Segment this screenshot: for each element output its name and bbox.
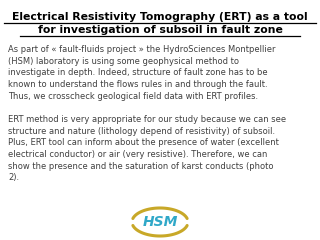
Text: Electrical Resistivity Tomography (ERT) as a tool: Electrical Resistivity Tomography (ERT) … bbox=[12, 12, 308, 22]
Text: As part of « fault-fluids project » the HydroSciences Montpellier
(HSM) laborato: As part of « fault-fluids project » the … bbox=[8, 45, 276, 101]
Text: for investigation of subsoil in fault zone: for investigation of subsoil in fault zo… bbox=[37, 25, 283, 35]
Text: ERT method is very appropriate for our study because we can see
structure and na: ERT method is very appropriate for our s… bbox=[8, 115, 286, 182]
Text: HSM: HSM bbox=[142, 215, 178, 229]
